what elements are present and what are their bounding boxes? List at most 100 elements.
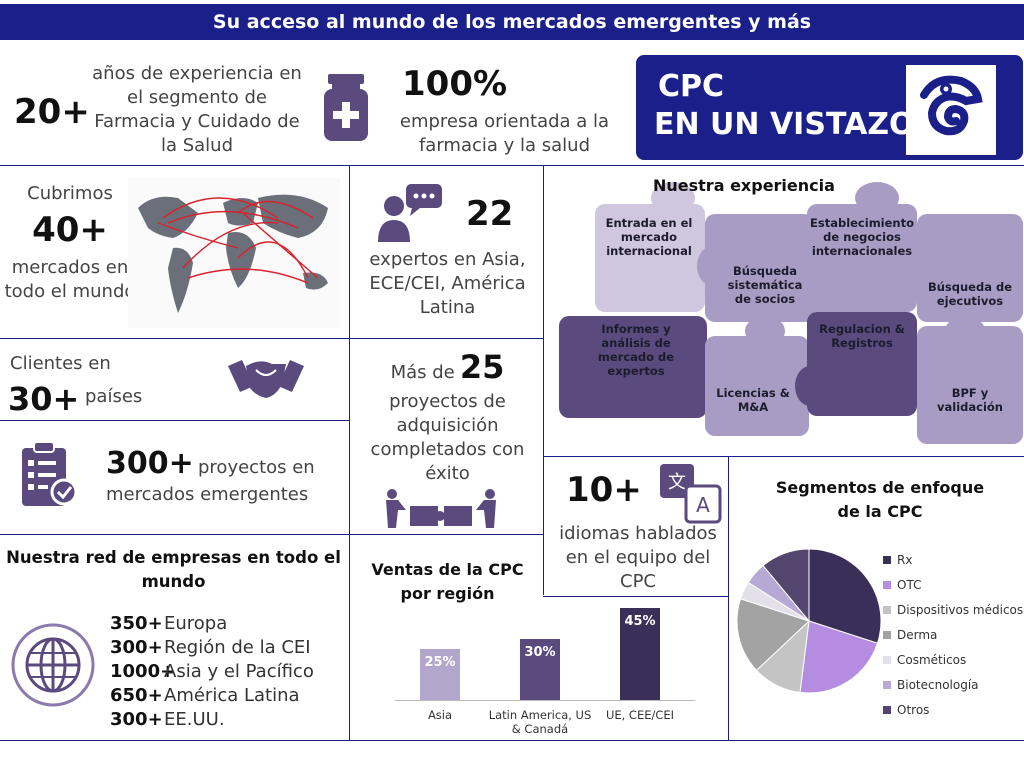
legend-label: Cosméticos — [897, 652, 967, 667]
network-region: EE.UU. — [164, 709, 225, 730]
legend-item: Rx — [883, 547, 1023, 572]
bar-chart-title: Ventas de la CPC por región — [371, 560, 524, 603]
puzzle-label: Búsqueda sistemática de socios — [727, 264, 803, 306]
puzzle-label: Establecimiento de negocios internaciona… — [810, 216, 914, 258]
list-item: 350+ Europa — [110, 612, 314, 636]
puzzle-knob — [795, 366, 825, 406]
bar: 30% — [520, 638, 560, 700]
languages-number: 10+ — [566, 470, 642, 510]
divider — [0, 165, 1024, 166]
divider — [728, 456, 729, 740]
bar-value-label: 45% — [624, 614, 656, 629]
checklist-clipboard-icon — [22, 441, 78, 506]
puzzle-piece — [595, 204, 705, 312]
page-title: Su acceso al mundo de los mercados emerg… — [212, 11, 812, 33]
legend-swatch — [883, 630, 891, 639]
markets-number: 40+ — [32, 210, 108, 250]
legend-item: Dispositivos médicos — [883, 597, 1023, 622]
divider — [349, 534, 350, 740]
puzzle-piece — [559, 316, 707, 418]
pie-chart — [736, 548, 882, 694]
pie-slice — [762, 548, 810, 623]
legend-swatch — [883, 555, 891, 564]
divider — [0, 420, 349, 421]
legend-item: Cosméticos — [883, 647, 1023, 672]
list-item: 300+ EE.UU. — [110, 708, 314, 732]
projects-number: 300+ — [106, 446, 194, 481]
bar: 25% — [420, 648, 460, 700]
logo-line1: CPC — [658, 69, 725, 104]
divider — [543, 165, 544, 595]
list-item: 300+ Región de la CEI — [110, 636, 314, 660]
network-region: Región de la CEI — [164, 637, 311, 658]
puzzle-knob — [651, 182, 695, 214]
handshake-icon — [228, 360, 304, 398]
acquisitions-pre: Más de — [390, 362, 455, 383]
legend-swatch — [883, 605, 891, 614]
list-item: 1000+ Asia y el Pacífico — [110, 660, 314, 684]
legend-swatch — [883, 655, 891, 664]
divider — [0, 740, 1024, 741]
legend-item: Derma — [883, 622, 1023, 647]
bar: 45% — [620, 608, 660, 700]
svg-text:A: A — [696, 493, 710, 517]
clients-text: países — [85, 386, 143, 407]
acquisitions-number: 25 — [459, 348, 505, 386]
legend-label: Otros — [897, 702, 930, 717]
network-count: 300+ — [110, 709, 163, 730]
legend-label: Rx — [897, 552, 913, 567]
network-list: 350+ Europa 300+ Región de la CEI 1000+ Asi… — [110, 612, 314, 732]
legend-swatch — [883, 680, 891, 689]
markets-text: mercados en todo el mundo — [4, 257, 136, 302]
svg-text:文: 文 — [668, 472, 686, 493]
network-region: América Latina — [164, 685, 300, 706]
puzzle-title: Nuestra experiencia — [653, 176, 835, 195]
experience-number: 20+ — [14, 92, 90, 132]
teamwork-puzzle-icon — [386, 489, 496, 528]
translate-icon: 文 A — [660, 464, 722, 524]
network-count: 350+ — [110, 613, 163, 634]
puzzle-piece — [807, 204, 917, 312]
bar-value-label: 25% — [424, 654, 456, 670]
puzzle-label: BPF y validación — [937, 386, 1003, 414]
bar-value-label: 30% — [524, 644, 556, 660]
clients-number: 30+ — [8, 380, 80, 418]
legend-swatch — [883, 705, 891, 714]
network-title: Nuestra red de empresas en todo el mundo — [6, 548, 341, 591]
pie-slice — [799, 620, 879, 694]
medicine-bottle-icon — [324, 74, 368, 141]
network-region: Asia y el Pacífico — [164, 661, 314, 682]
chameleon-icon — [920, 75, 983, 136]
network-count: 650+ — [110, 685, 163, 706]
divider — [0, 338, 543, 339]
acquisitions-text: proyectos de adquisición completados con… — [370, 391, 525, 484]
experts-text: expertos en Asia, ECE/CEI, América Latin… — [369, 249, 526, 318]
clients-pre: Clientes en — [10, 353, 111, 374]
puzzle-label: Licencias & M&A — [716, 386, 790, 414]
bar-chart: 25% Asia 30% Latin America, US & Canadá 45% U… — [395, 600, 695, 736]
globe-network-icon — [11, 623, 95, 707]
puzzle-piece — [917, 214, 1023, 322]
acquisitions-headline: Más de 25 — [355, 348, 540, 386]
legend-item: Biotecnología — [883, 672, 1023, 697]
bar-category-label: UE, CEE/CEI — [605, 708, 675, 722]
puzzle-piece — [705, 336, 809, 436]
pie-slice — [808, 548, 882, 644]
divider — [0, 534, 543, 535]
legend-item: OTC — [883, 572, 1023, 597]
puzzle-label: Regulacion & Registros — [819, 322, 905, 350]
network-count: 300+ — [110, 637, 163, 658]
focus-text: empresa orientada a la farmacia y la sal… — [399, 111, 610, 156]
bar-category-label: Asia — [427, 708, 453, 722]
puzzle-section: Nuestra experiencia Entrada en el mercad… — [545, 166, 1023, 456]
chameleon-logo — [906, 65, 996, 155]
experience-text: años de experiencia en el segmento de Fa… — [92, 63, 302, 156]
list-item: 650+ América Latina — [110, 684, 314, 708]
puzzle-label: Entrada en el mercado internacional — [605, 216, 693, 258]
languages-text: idiomas hablados en el equipo del CPC — [559, 523, 717, 592]
puzzle-knob — [745, 316, 785, 346]
focus-number: 100% — [402, 64, 508, 104]
pie-slice — [736, 598, 810, 671]
puzzle-knob — [697, 246, 727, 286]
legend-label: Biotecnología — [897, 677, 979, 692]
